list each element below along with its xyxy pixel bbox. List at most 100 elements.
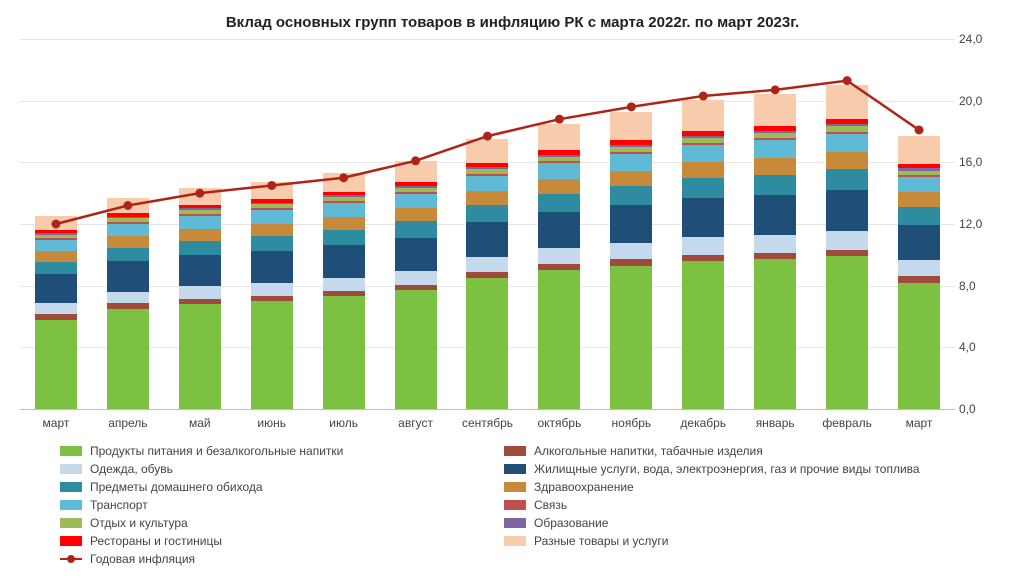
bar-segment-misc <box>682 100 724 131</box>
bar-slot <box>164 39 236 409</box>
bar-segment-household <box>466 205 508 222</box>
bar-segment-transport <box>395 194 437 209</box>
bar-segment-transport <box>610 154 652 171</box>
y-axis-label: 16,0 <box>959 155 999 169</box>
stacked-bar <box>898 136 940 409</box>
stacked-bar <box>395 161 437 409</box>
bar-segment-food <box>323 296 365 409</box>
bar-segment-clothes <box>610 243 652 260</box>
legend-label: Отдых и культура <box>90 516 188 530</box>
bar-segment-health <box>682 162 724 178</box>
bar-segment-clothes <box>107 292 149 304</box>
bar-segment-misc <box>251 182 293 199</box>
bar-segment-clothes <box>898 260 940 276</box>
legend-swatch <box>504 464 526 474</box>
stacked-bar <box>179 188 221 409</box>
x-axis-label: июнь <box>236 416 308 430</box>
legend-swatch <box>504 500 526 510</box>
bar-segment-health <box>323 217 365 230</box>
bar-segment-misc <box>323 173 365 192</box>
bar-segment-housing <box>682 198 724 237</box>
bar-slot <box>452 39 524 409</box>
bar-slot <box>236 39 308 409</box>
bar-segment-clothes <box>179 286 221 298</box>
bar-segment-misc <box>898 136 940 164</box>
legend-label: Рестораны и гостиницы <box>90 534 222 548</box>
legend-swatch <box>504 446 526 456</box>
x-axis-label: июль <box>308 416 380 430</box>
legend-line-swatch <box>60 554 82 564</box>
stacked-bar <box>538 124 580 409</box>
y-axis-label: 4,0 <box>959 340 999 354</box>
bar-segment-transport <box>179 216 221 229</box>
bar-slot <box>92 39 164 409</box>
legend-label: Образование <box>534 516 608 530</box>
bar-slot <box>595 39 667 409</box>
x-axis-label: апрель <box>92 416 164 430</box>
bar-segment-transport <box>826 134 868 152</box>
legend-swatch <box>504 518 526 528</box>
bar-segment-household <box>179 241 221 255</box>
bar-segment-housing <box>898 225 940 260</box>
legend-item: Одежда, обувь <box>60 462 504 476</box>
bar-segment-housing <box>395 238 437 271</box>
legend-swatch <box>60 464 82 474</box>
stacked-bar <box>682 100 724 409</box>
bar-slot <box>380 39 452 409</box>
bar-segment-misc <box>610 112 652 141</box>
bar-segment-transport <box>107 224 149 236</box>
bar-segment-household <box>898 207 940 225</box>
bar-segment-misc <box>395 161 437 182</box>
bar-segment-health <box>395 208 437 221</box>
bar-segment-health <box>898 192 940 207</box>
bar-segment-food <box>251 301 293 409</box>
bar-slot <box>739 39 811 409</box>
bar-segment-health <box>107 236 149 248</box>
bar-segment-food <box>610 266 652 409</box>
x-axis-label: май <box>164 416 236 430</box>
y-axis-label: 20,0 <box>959 94 999 108</box>
bar-segment-misc <box>107 198 149 213</box>
bar-segment-misc <box>466 139 508 163</box>
bar-segment-misc <box>826 85 868 119</box>
x-axis-label: март <box>20 416 92 430</box>
bar-slot <box>883 39 955 409</box>
bar-segment-transport <box>898 177 940 192</box>
legend-item: Транспорт <box>60 498 504 512</box>
bar-segment-transport <box>466 176 508 191</box>
bar-segment-misc <box>35 216 77 230</box>
bar-segment-housing <box>251 251 293 283</box>
bar-segment-misc <box>754 94 796 126</box>
legend-item: Предметы домашнего обихода <box>60 480 504 494</box>
stacked-bar <box>35 216 77 409</box>
bar-segment-housing <box>610 205 652 243</box>
bar-segment-food <box>754 259 796 409</box>
bar-segment-housing <box>754 195 796 235</box>
legend-swatch <box>60 500 82 510</box>
legend-item: Алкогольные напитки, табачные изделия <box>504 444 948 458</box>
bar-slot <box>20 39 92 409</box>
legend-label: Транспорт <box>90 498 148 512</box>
bar-segment-clothes <box>826 231 868 250</box>
bar-segment-household <box>35 262 77 274</box>
bar-segment-household <box>395 221 437 237</box>
y-axis-label: 8,0 <box>959 279 999 293</box>
bar-segment-household <box>538 194 580 212</box>
legend-label: Продукты питания и безалкогольные напитк… <box>90 444 343 458</box>
bar-segment-household <box>754 175 796 195</box>
legend-label: Связь <box>534 498 567 512</box>
x-axis-label: февраль <box>811 416 883 430</box>
bar-segment-household <box>682 178 724 197</box>
x-axis-label: октябрь <box>523 416 595 430</box>
x-axis-label: март <box>883 416 955 430</box>
bar-slot <box>523 39 595 409</box>
stacked-bar <box>323 173 365 409</box>
bar-segment-food <box>466 278 508 409</box>
bar-segment-household <box>610 186 652 205</box>
x-axis-label: август <box>380 416 452 430</box>
legend-swatch <box>60 536 82 546</box>
legend-item: Образование <box>504 516 948 530</box>
stacked-bar <box>466 139 508 409</box>
bar-segment-household <box>251 236 293 251</box>
bar-segment-health <box>754 158 796 175</box>
